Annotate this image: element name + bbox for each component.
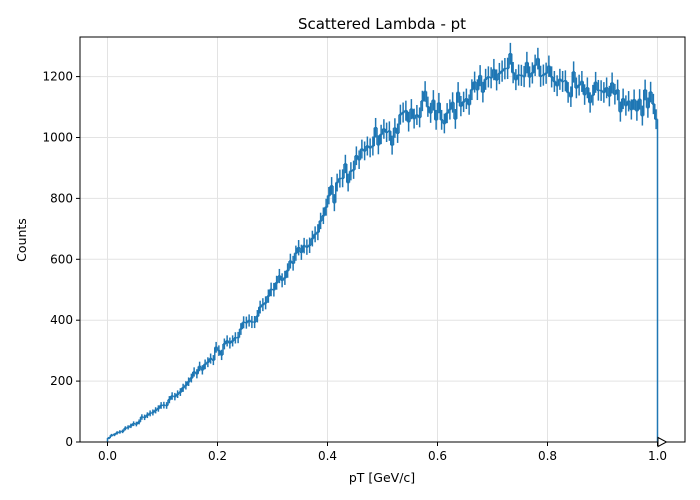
x-tick-label: 1.0 bbox=[648, 449, 667, 463]
y-tick-label: 400 bbox=[50, 313, 73, 327]
x-tick-label: 0.2 bbox=[208, 449, 227, 463]
y-tick-label: 200 bbox=[50, 374, 73, 388]
error-bars bbox=[108, 42, 657, 440]
x-axis-ticks: 0.0 0.2 0.4 0.6 0.8 1.0 bbox=[98, 442, 667, 463]
y-tick-label: 0 bbox=[65, 435, 73, 449]
y-axis-ticks: 0 200 400 600 800 1000 1200 bbox=[42, 70, 80, 449]
overflow-marker bbox=[657, 436, 668, 448]
x-tick-label: 0.8 bbox=[538, 449, 557, 463]
y-tick-label: 1200 bbox=[42, 70, 73, 84]
x-tick-label: 0.6 bbox=[428, 449, 447, 463]
x-axis-label: pT [GeV/c] bbox=[349, 470, 415, 485]
x-tick-label: 0.4 bbox=[318, 449, 337, 463]
chart-title: Scattered Lambda - pt bbox=[298, 15, 466, 33]
y-axis-label: Counts bbox=[14, 218, 29, 262]
histogram-bars bbox=[106, 52, 659, 442]
x-tick-label: 0.0 bbox=[98, 449, 117, 463]
y-tick-label: 600 bbox=[50, 252, 73, 266]
y-tick-label: 800 bbox=[50, 191, 73, 205]
plot-frame bbox=[79, 36, 686, 443]
grid bbox=[80, 37, 685, 443]
y-tick-label: 1000 bbox=[42, 130, 73, 144]
